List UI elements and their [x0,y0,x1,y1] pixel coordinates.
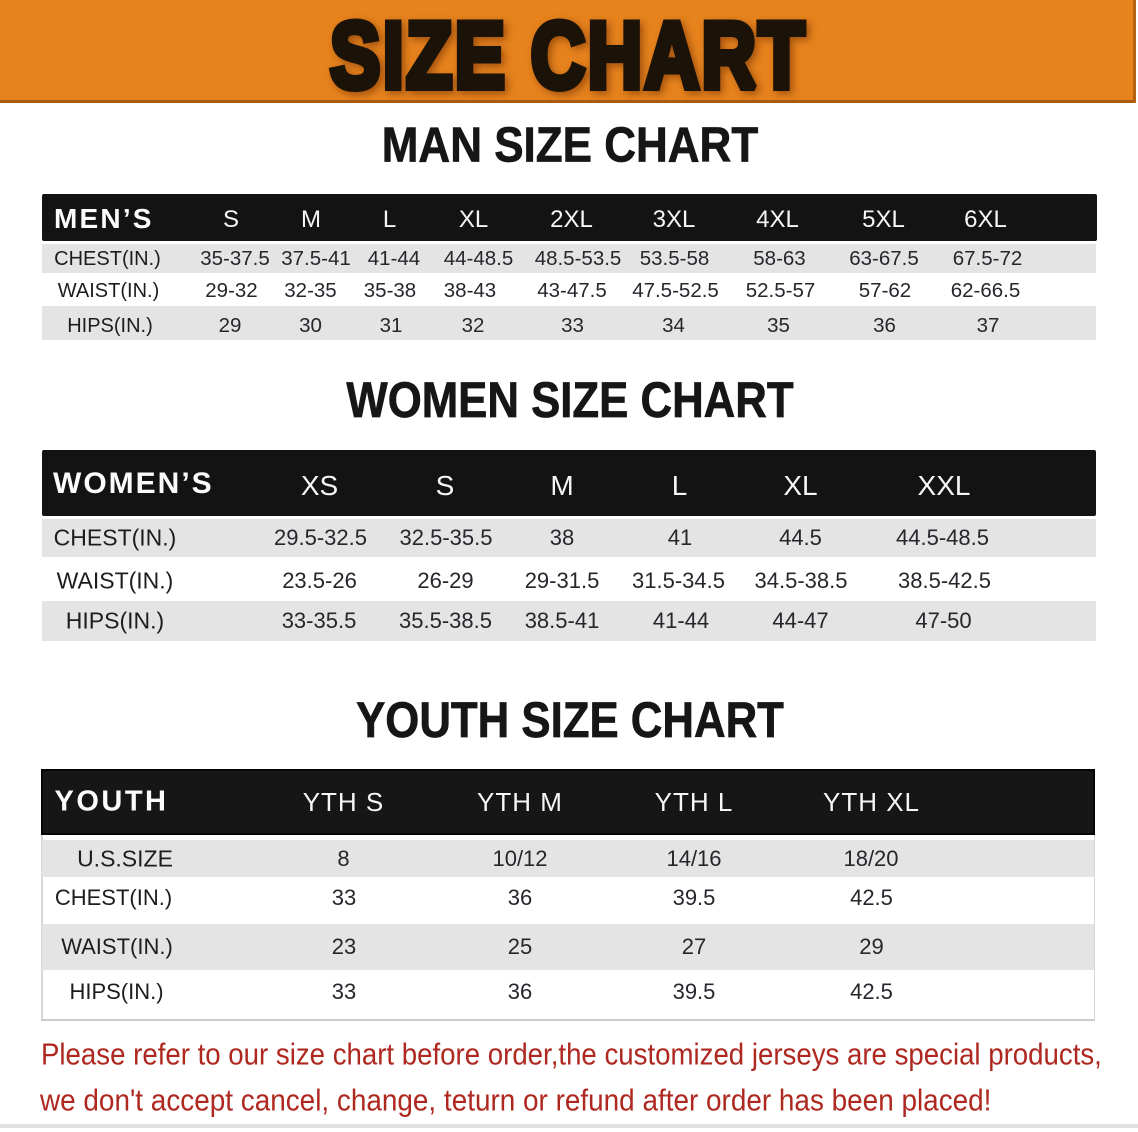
svg-text:SIZE CHART: SIZE CHART [330,4,807,103]
